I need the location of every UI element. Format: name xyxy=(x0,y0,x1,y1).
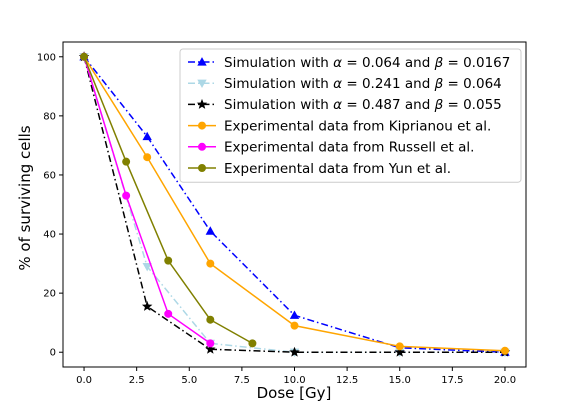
legend-label-part: Experimental data from Russell et al. xyxy=(224,140,474,156)
legend-entry: Simulation with α = 0.487 and β = 0.055 xyxy=(188,97,502,113)
legend-marker xyxy=(197,79,207,89)
legend-label-part: = 0.055 xyxy=(443,97,502,113)
series-line xyxy=(83,56,505,352)
y-tick-label: 0 xyxy=(50,348,56,359)
legend-label-part: β xyxy=(434,55,444,71)
x-tick-label: 17.5 xyxy=(441,375,463,386)
legend-marker xyxy=(196,98,208,109)
legend-label-part: β xyxy=(434,76,444,92)
data-point xyxy=(394,346,405,357)
x-tick-label: 15.0 xyxy=(389,375,411,386)
legend-label: Experimental data from Kiprianou et al. xyxy=(224,118,491,134)
legend-label-part: α xyxy=(333,76,342,92)
legend-label-part: Experimental data from Kiprianou et al. xyxy=(224,118,491,134)
series-6 xyxy=(80,52,257,348)
series-line xyxy=(83,56,211,344)
data-point xyxy=(205,226,215,235)
data-point xyxy=(206,259,215,268)
legend-label: Simulation with α = 0.064 and β = 0.0167 xyxy=(224,55,510,71)
data-point xyxy=(290,321,299,330)
data-point xyxy=(289,346,300,357)
legend-entry: Experimental data from Kiprianou et al. xyxy=(188,118,491,134)
data-point xyxy=(206,315,215,324)
legend-label-part: β xyxy=(434,97,444,113)
axes-layer: 0.0 2.5 5.0 7.5 10.0 12.5 15.0 17.5 20.0 0 20 40 60 8… xyxy=(37,52,516,386)
series-layer xyxy=(78,51,511,358)
y-tick-label: 80 xyxy=(43,111,56,122)
legend-label-part: = 0.064 xyxy=(443,76,502,92)
legend-box xyxy=(179,48,522,183)
legend-label-part: Simulation with xyxy=(224,55,333,71)
data-point xyxy=(142,262,152,272)
x-axis-title: Dose [Gy] xyxy=(257,384,332,402)
legend-label-part: = 0.487 and xyxy=(342,97,435,113)
data-point xyxy=(122,157,131,166)
legend-marker xyxy=(197,163,206,172)
data-point xyxy=(500,346,509,355)
y-tick-label: 100 xyxy=(37,52,56,63)
x-tick-label: 10.0 xyxy=(283,375,305,386)
legend: Simulation with α = 0.064 and β = 0.0167… xyxy=(179,48,522,183)
legend-entry: Simulation with α = 0.241 and β = 0.064 xyxy=(188,76,502,92)
legend-label: Experimental data from Yun et al. xyxy=(224,161,451,177)
legend-entry: Experimental data from Yun et al. xyxy=(188,161,451,177)
data-point xyxy=(122,191,131,200)
legend-label-part: Simulation with xyxy=(224,76,333,92)
data-point xyxy=(141,300,153,311)
data-point xyxy=(248,339,257,348)
legend-label-part: α xyxy=(333,97,342,113)
x-tick-label: 12.5 xyxy=(336,375,358,386)
data-point xyxy=(395,342,404,351)
series-5 xyxy=(80,52,215,348)
x-tick-label: 2.5 xyxy=(129,375,145,386)
data-point xyxy=(206,339,215,348)
legend-marker xyxy=(197,142,206,151)
legend-label-part: Simulation with xyxy=(224,97,333,113)
data-point xyxy=(164,256,173,265)
y-tick-label: 60 xyxy=(43,170,56,181)
x-tick-label: 7.5 xyxy=(234,375,250,386)
legend-marker xyxy=(197,121,206,130)
legend-label-part: Experimental data from Yun et al. xyxy=(224,161,451,177)
legend-entry: Simulation with α = 0.064 and β = 0.0167 xyxy=(188,55,510,71)
legend-marker xyxy=(197,57,207,66)
legend-label-part: = 0.064 and xyxy=(342,55,435,71)
data-point xyxy=(143,153,152,162)
x-tick-label: 5.0 xyxy=(181,375,197,386)
data-point xyxy=(164,309,173,318)
legend-label-part: = 0.241 and xyxy=(342,76,435,92)
y-axis-title: % of surviving cells xyxy=(16,125,34,270)
legend-label: Simulation with α = 0.241 and β = 0.064 xyxy=(224,76,502,92)
data-point xyxy=(289,310,300,319)
x-tick-label: 20.0 xyxy=(494,375,516,386)
y-tick-label: 20 xyxy=(43,289,56,300)
data-point xyxy=(142,131,152,141)
data-point xyxy=(205,343,216,354)
x-tick-label: 0.0 xyxy=(76,375,92,386)
legend-label-part: α xyxy=(333,55,342,71)
legend-label-part: = 0.0167 xyxy=(443,55,510,71)
data-point xyxy=(80,52,89,61)
series-line xyxy=(83,56,505,353)
legend-label: Simulation with α = 0.487 and β = 0.055 xyxy=(224,97,502,113)
legend-entry: Experimental data from Russell et al. xyxy=(188,140,474,156)
y-tick-label: 40 xyxy=(43,230,56,241)
legend-label: Experimental data from Russell et al. xyxy=(224,140,474,156)
